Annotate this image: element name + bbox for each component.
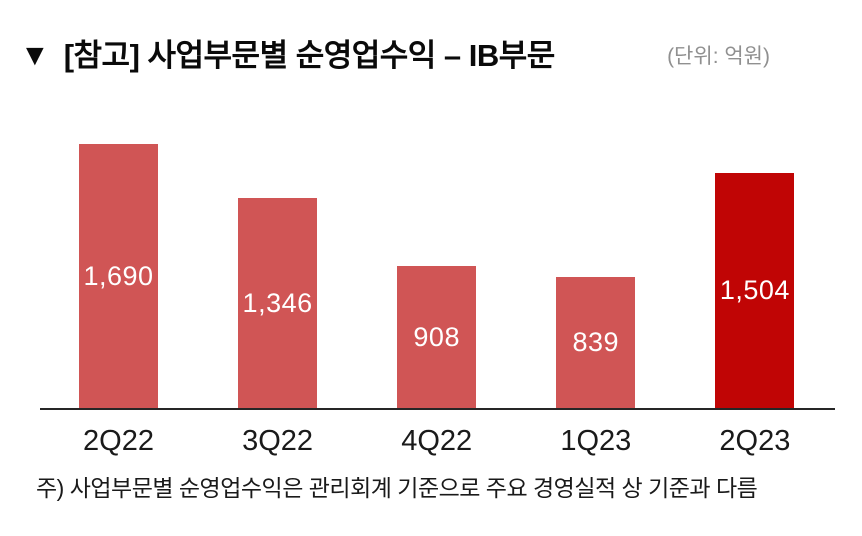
bar-value-label: 1,690 [83,260,154,291]
x-axis-line [40,408,835,410]
bar-value-label: 1,504 [719,275,790,305]
bar-3q22: 1,346 [238,198,318,408]
bar-chart: 1,690 1,346 908 839 1,504 [0,110,862,410]
bar-4q22: 908 [397,266,477,408]
section-marker-triangle-icon: ▼ [20,39,50,72]
bar-2q23: 1,504 [715,173,795,408]
x-axis-label-2q23: 2Q23 [719,425,791,457]
x-axis-label-3q22: 3Q22 [242,425,314,457]
bar-1q23: 839 [556,277,636,408]
bar-value-label: 908 [413,321,460,352]
bar-value-label: 839 [572,327,620,357]
x-axis-label-1q23: 1Q23 [560,425,632,457]
x-axis-label-2q22: 2Q22 [83,425,154,457]
page-title: [참고] 사업부문별 순영업수익 – IB부문 [63,38,556,73]
bar-value-label: 1,346 [242,287,313,318]
x-axis-label-4q22: 4Q22 [401,425,473,457]
chart-header: ▼ [참고] 사업부문별 순영업수익 – IB부문 (단위: 억원) [20,33,842,79]
bar-2q22: 1,690 [79,144,158,408]
unit-label: (단위: 억원) [667,45,770,68]
footnote: 주) 사업부문별 순영업수익은 관리회계 기준으로 주요 경영실적 상 기준과 … [36,475,758,501]
